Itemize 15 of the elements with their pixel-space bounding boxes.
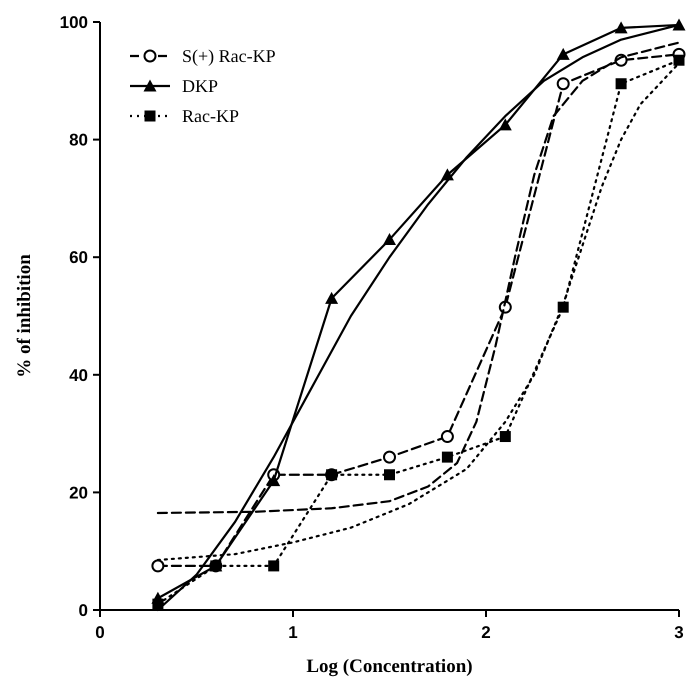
y-tick-label: 80 — [69, 130, 88, 150]
legend-label: S(+) Rac-KP — [182, 46, 276, 66]
y-tick-label: 100 — [60, 13, 88, 32]
x-tick-label: 0 — [95, 623, 105, 642]
y-tick-label: 40 — [69, 366, 88, 385]
y-tick-label: 0 — [78, 601, 88, 620]
legend-label: Rac-KP — [182, 106, 239, 126]
y-tick-label: 60 — [69, 248, 88, 268]
x-tick-label: 2 — [481, 623, 491, 642]
y-tick-label: 20 — [69, 483, 88, 502]
x-tick-label: 3 — [674, 623, 684, 642]
x-axis-title: Log (Concentration) — [306, 656, 473, 677]
y-axis-title: % of inhibition — [14, 254, 35, 378]
legend-label: DKP — [182, 76, 218, 96]
x-tick-label: 1 — [288, 623, 298, 642]
